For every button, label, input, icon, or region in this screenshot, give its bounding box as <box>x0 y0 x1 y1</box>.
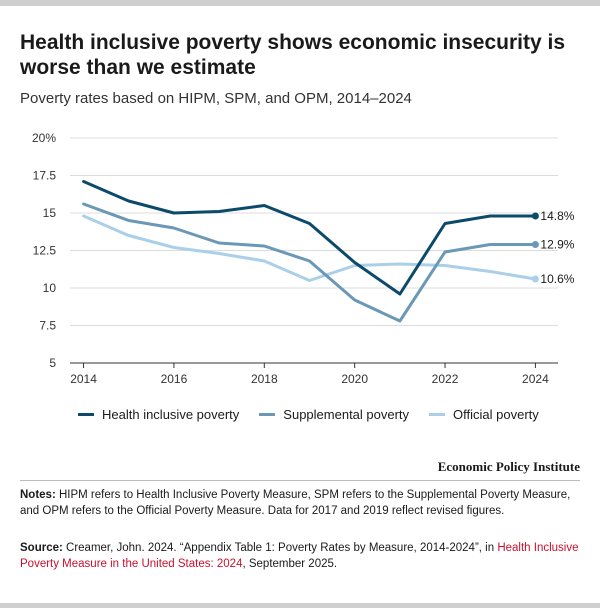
notes-label: Notes: <box>20 489 56 501</box>
y-tick-label: 17.5 <box>33 169 57 183</box>
grid-lines <box>70 137 558 326</box>
source-link[interactable]: Health Inclusive Poverty Measure in the … <box>20 542 579 570</box>
x-axis: 2014 2016 2018 2020 2022 2024 <box>70 362 558 386</box>
top-border <box>0 0 600 6</box>
divider <box>20 480 580 481</box>
legend-swatch-hipm <box>78 413 94 416</box>
y-tick-label: 5 <box>49 356 56 370</box>
y-tick-label: 12.5 <box>33 244 57 258</box>
series-lines <box>82 180 539 323</box>
source-tail: , September 2025. <box>242 558 338 570</box>
publisher-brand: Economic Policy Institute <box>437 459 580 474</box>
legend-item-opm: Official poverty <box>429 407 539 422</box>
x-tick-label: 2022 <box>432 372 459 386</box>
end-point-hipm <box>531 212 539 220</box>
series-line-hipm <box>82 180 537 296</box>
chart-legend: Health inclusive poverty Supplemental po… <box>78 407 539 422</box>
end-labels: 10.6% 12.9% 14.8% <box>540 209 574 286</box>
legend-label-spm: Supplemental poverty <box>283 407 410 422</box>
notes: Notes: HIPM refers to Health Inclusive P… <box>20 487 580 519</box>
line-chart: 5 7.5 10 12.5 15 17.5 20% 2014 2016 2018 2020 2022… <box>32 131 575 386</box>
x-tick-label: 2016 <box>161 372 188 386</box>
source: Source: Creamer, John. 2024. “Appendix T… <box>20 540 580 572</box>
x-tick-label: 2014 <box>70 372 97 386</box>
notes-text: HIPM refers to Health Inclusive Poverty … <box>20 489 571 517</box>
legend-item-spm: Supplemental poverty <box>259 407 409 422</box>
legend-swatch-spm <box>259 413 276 416</box>
end-point-opm <box>531 275 539 283</box>
end-point-spm <box>531 241 539 248</box>
series-line-opm <box>82 214 537 282</box>
source-text: Creamer, John. 2024. “Appendix Table 1: … <box>62 542 498 554</box>
end-label-opm: 10.6% <box>540 272 574 286</box>
y-axis-ticks: 5 7.5 10 12.5 15 17.5 20% <box>32 131 56 370</box>
chart-subtitle: Poverty rates based on HIPM, SPM, and OP… <box>20 90 412 107</box>
y-tick-label: 7.5 <box>39 319 56 333</box>
x-tick-label: 2020 <box>341 372 368 386</box>
y-tick-label: 20% <box>32 131 56 145</box>
y-tick-label: 10 <box>43 281 57 295</box>
y-tick-label: 15 <box>43 206 57 220</box>
legend-label-hipm: Health inclusive poverty <box>102 407 240 422</box>
x-tick-label: 2018 <box>251 372 278 386</box>
bottom-border <box>0 603 600 608</box>
legend-label-opm: Official poverty <box>453 407 539 422</box>
legend-swatch-opm <box>429 413 446 416</box>
end-label-spm: 12.9% <box>540 238 574 252</box>
series-line-spm <box>82 202 537 323</box>
source-label: Source: <box>20 542 63 554</box>
end-label-hipm: 14.8% <box>540 209 574 223</box>
legend-item-hipm: Health inclusive poverty <box>78 407 239 422</box>
chart-title: Health inclusive poverty shows economic … <box>20 31 566 79</box>
x-tick-label: 2024 <box>522 372 549 386</box>
